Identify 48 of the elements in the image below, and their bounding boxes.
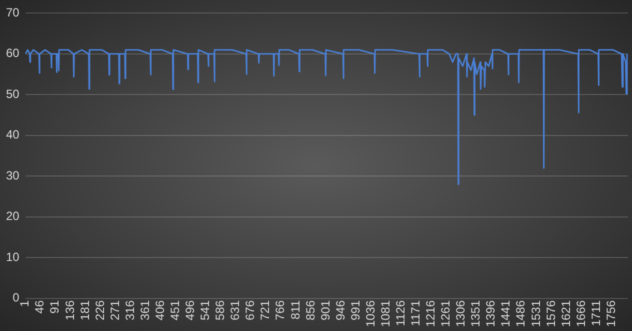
x-tick-label: 1621 bbox=[558, 300, 573, 328]
y-tick-label: 20 bbox=[6, 209, 20, 224]
x-tick-label: 946 bbox=[333, 300, 348, 320]
y-tick-label: 10 bbox=[6, 250, 20, 264]
x-tick-label: 271 bbox=[108, 300, 122, 320]
x-tick-label: 91 bbox=[48, 300, 62, 314]
x-tick-label: 1486 bbox=[514, 300, 528, 328]
x-tick-label: 721 bbox=[258, 300, 272, 320]
x-tick-label: 1081 bbox=[378, 300, 392, 328]
x-tick-label: 1351 bbox=[468, 300, 483, 328]
x-tick-label: 46 bbox=[32, 300, 47, 314]
x-tick-label: 1396 bbox=[484, 300, 498, 328]
x-tick-label: 676 bbox=[243, 300, 258, 320]
x-tick-label: 1531 bbox=[528, 300, 543, 328]
x-tick-label: 856 bbox=[303, 300, 318, 320]
x-tick-label: 811 bbox=[288, 300, 302, 320]
y-tick-label: 40 bbox=[6, 128, 20, 142]
x-tick-label: 1441 bbox=[498, 300, 513, 328]
x-tick-label: 991 bbox=[348, 300, 362, 320]
x-tick-label: 181 bbox=[78, 300, 92, 320]
x-tick-label: 1036 bbox=[363, 300, 378, 328]
x-tick-label: 1711 bbox=[588, 300, 603, 326]
x-tick-label: 541 bbox=[198, 300, 212, 320]
x-tick-label: 1576 bbox=[544, 300, 558, 328]
y-tick-label: 60 bbox=[6, 46, 20, 60]
y-tick-label: 50 bbox=[6, 86, 20, 101]
x-tick-label: 1756 bbox=[604, 300, 618, 328]
y-tick-label: 70 bbox=[6, 6, 20, 20]
x-tick-label: 1 bbox=[18, 300, 32, 307]
x-tick-label: 766 bbox=[273, 300, 288, 320]
x-tick-label: 1171 bbox=[408, 300, 423, 326]
x-tick-label: 901 bbox=[318, 300, 332, 320]
x-tick-label: 496 bbox=[183, 300, 198, 320]
x-tick-label: 361 bbox=[138, 300, 152, 320]
x-tick-label: 1666 bbox=[574, 300, 588, 328]
x-tick-label: 316 bbox=[122, 300, 137, 320]
x-tick-label: 1216 bbox=[424, 300, 438, 328]
x-tick-label: 451 bbox=[168, 300, 182, 320]
x-tick-label: 586 bbox=[213, 300, 228, 320]
x-tick-label: 406 bbox=[152, 300, 167, 320]
x-tick-label: 226 bbox=[92, 300, 107, 320]
x-tick-label: 1261 bbox=[438, 300, 453, 328]
y-tick-label: 0 bbox=[12, 290, 20, 305]
x-tick-label: 631 bbox=[228, 300, 242, 320]
x-tick-label: 1306 bbox=[454, 300, 468, 328]
x-tick-label: 1126 bbox=[393, 300, 408, 326]
y-tick-label: 30 bbox=[6, 168, 20, 182]
x-tick-label: 136 bbox=[62, 300, 77, 320]
